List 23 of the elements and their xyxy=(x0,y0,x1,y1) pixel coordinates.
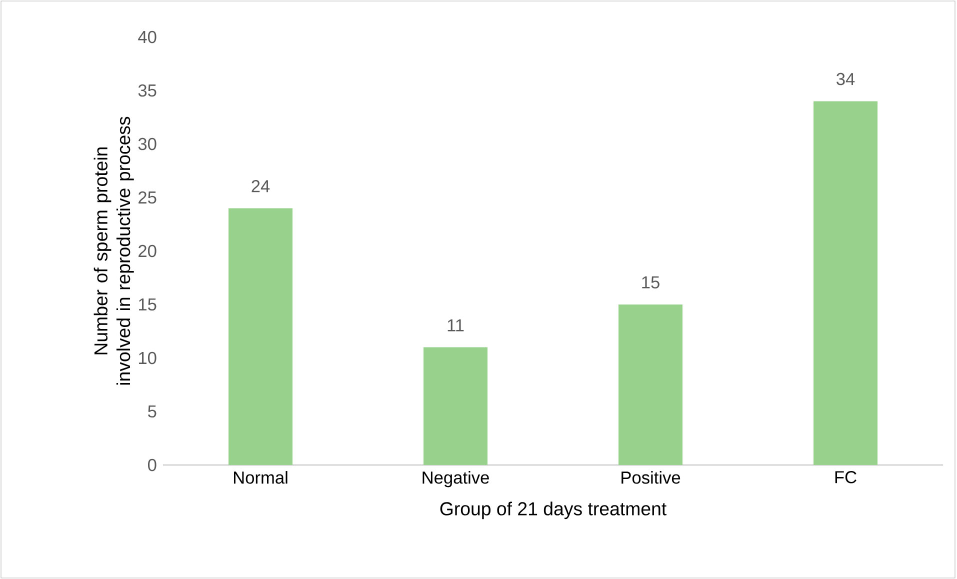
y-tick-label: 15 xyxy=(139,298,156,311)
bar xyxy=(424,347,488,465)
y-tick-label: 35 xyxy=(138,84,156,97)
y-tick-label: 5 xyxy=(148,405,156,418)
x-tick-label: Normal xyxy=(234,471,288,484)
y-tick-label: 10 xyxy=(139,352,156,364)
y-tick-label: 20 xyxy=(138,244,156,258)
bar xyxy=(618,304,683,465)
data-label: 24 xyxy=(252,180,270,192)
x-tick-label: Positive xyxy=(622,471,680,484)
x-tick-label: Negative xyxy=(422,471,489,488)
bar xyxy=(814,101,878,465)
y-tick-label: 0 xyxy=(148,458,156,472)
y-tick-label: 25 xyxy=(138,191,156,204)
x-tick-label: FC xyxy=(835,471,856,484)
x-axis-title: Group of 21 days treatment xyxy=(440,502,666,520)
data-label: 11 xyxy=(448,319,464,332)
data-label: 15 xyxy=(642,276,660,288)
data-label: 34 xyxy=(836,72,855,86)
y-axis-title: Number of sperm protein involved in reproductive process xyxy=(94,116,134,385)
y-tick-label: 40 xyxy=(138,30,156,44)
y-tick-label: 30 xyxy=(138,138,156,150)
bar xyxy=(228,208,293,465)
